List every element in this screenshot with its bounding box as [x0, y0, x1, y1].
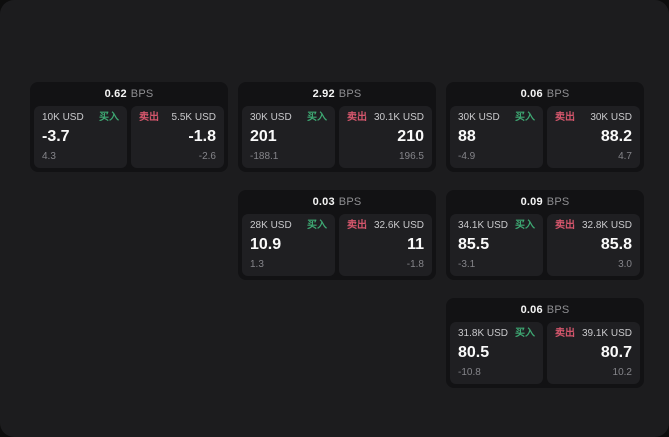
sell-sub-value: -1.8: [406, 259, 424, 270]
sell-side-label: 卖出: [347, 112, 367, 123]
sell-amount: 30K USD: [590, 112, 632, 123]
sell-price: 88.2: [600, 128, 632, 145]
sell-side-label: 卖出: [555, 112, 575, 123]
bps-header: 0.62 BPS: [30, 82, 228, 106]
bps-header: 0.06 BPS: [446, 298, 644, 322]
buy-side-label: 买入: [307, 112, 327, 123]
bps-unit-label: BPS: [130, 88, 154, 100]
sell-side-label: 卖出: [347, 220, 367, 231]
buy-amount: 10K USD: [42, 112, 84, 123]
bps-value: 0.62: [104, 88, 127, 100]
bps-header: 0.06 BPS: [446, 82, 644, 106]
sell-panel[interactable]: 卖出 32.8K USD 85.8 3.0: [547, 214, 640, 276]
bps-unit-label: BPS: [546, 196, 570, 208]
sell-panel[interactable]: 卖出 30.1K USD 210 196.5: [339, 106, 432, 168]
buy-price: 88: [458, 128, 476, 145]
sell-panel[interactable]: 卖出 30K USD 88.2 4.7: [547, 106, 640, 168]
sell-sub-value: 3.0: [618, 259, 632, 270]
buy-panel[interactable]: 30K USD 买入 88 -4.9: [450, 106, 543, 168]
buy-panel[interactable]: 10K USD 买入 -3.7 4.3: [34, 106, 127, 168]
buy-panel[interactable]: 34.1K USD 买入 85.5 -3.1: [450, 214, 543, 276]
quote-card: 0.06 BPS 31.8K USD 买入 80.5 -10.8 卖出 39.1…: [446, 298, 644, 388]
buy-sub-value: -188.1: [250, 151, 279, 162]
quote-card: 0.62 BPS 10K USD 买入 -3.7 4.3 卖出 5.5K USD…: [30, 82, 228, 172]
buy-sub-value: -10.8: [458, 367, 481, 378]
buy-sub-value: 4.3: [42, 151, 56, 162]
bps-value: 2.92: [312, 88, 335, 100]
quote-card: 0.06 BPS 30K USD 买入 88 -4.9 卖出 30K USD 8…: [446, 82, 644, 172]
quote-panels: 10K USD 买入 -3.7 4.3 卖出 5.5K USD -1.8 -2.…: [30, 106, 228, 168]
bps-unit-label: BPS: [546, 304, 570, 316]
buy-price: 201: [250, 128, 277, 145]
sell-side-label: 卖出: [139, 112, 159, 123]
buy-sub-value: -3.1: [458, 259, 476, 270]
quote-card: 0.09 BPS 34.1K USD 买入 85.5 -3.1 卖出 32.8K…: [446, 190, 644, 280]
sell-sub-value: 10.2: [612, 367, 632, 378]
quote-panels: 28K USD 买入 10.9 1.3 卖出 32.6K USD 11 -1.8: [238, 214, 436, 276]
sell-price: -1.8: [188, 128, 216, 145]
sell-side-label: 卖出: [555, 328, 575, 339]
sell-sub-value: 4.7: [618, 151, 632, 162]
buy-amount: 30K USD: [458, 112, 500, 123]
bps-unit-label: BPS: [338, 88, 362, 100]
sell-amount: 5.5K USD: [171, 112, 216, 123]
sell-panel[interactable]: 卖出 5.5K USD -1.8 -2.6: [131, 106, 224, 168]
buy-sub-value: 1.3: [250, 259, 264, 270]
buy-price: 80.5: [458, 344, 490, 361]
sell-sub-value: -2.6: [198, 151, 216, 162]
quote-panels: 30K USD 买入 201 -188.1 卖出 30.1K USD 210 1…: [238, 106, 436, 168]
bps-value: 0.03: [312, 196, 335, 208]
bps-value: 0.06: [520, 88, 543, 100]
sell-price: 80.7: [600, 344, 632, 361]
sell-amount: 32.8K USD: [581, 220, 632, 231]
sell-side-label: 卖出: [555, 220, 575, 231]
quote-card: 0.03 BPS 28K USD 买入 10.9 1.3 卖出 32.6K US…: [238, 190, 436, 280]
sell-price: 11: [407, 236, 424, 253]
sell-amount: 39.1K USD: [581, 328, 632, 339]
sell-sub-value: 196.5: [398, 151, 424, 162]
buy-price: 85.5: [458, 236, 490, 253]
buy-panel[interactable]: 28K USD 买入 10.9 1.3: [242, 214, 335, 276]
sell-amount: 32.6K USD: [373, 220, 424, 231]
quote-panels: 34.1K USD 买入 85.5 -3.1 卖出 32.8K USD 85.8…: [446, 214, 644, 276]
quote-card: 2.92 BPS 30K USD 买入 201 -188.1 卖出 30.1K …: [238, 82, 436, 172]
buy-panel[interactable]: 30K USD 买入 201 -188.1: [242, 106, 335, 168]
sell-panel[interactable]: 卖出 32.6K USD 11 -1.8: [339, 214, 432, 276]
buy-amount: 34.1K USD: [458, 220, 509, 231]
sell-amount: 30.1K USD: [373, 112, 424, 123]
bps-value: 0.09: [520, 196, 543, 208]
bps-value: 0.06: [520, 304, 543, 316]
buy-side-label: 买入: [99, 112, 119, 123]
quote-panels: 30K USD 买入 88 -4.9 卖出 30K USD 88.2 4.7: [446, 106, 644, 168]
buy-amount: 30K USD: [250, 112, 292, 123]
buy-amount: 28K USD: [250, 220, 292, 231]
buy-amount: 31.8K USD: [458, 328, 509, 339]
sell-panel[interactable]: 卖出 39.1K USD 80.7 10.2: [547, 322, 640, 384]
buy-side-label: 买入: [515, 112, 535, 123]
buy-side-label: 买入: [307, 220, 327, 231]
bps-unit-label: BPS: [546, 88, 570, 100]
buy-side-label: 买入: [515, 220, 535, 231]
buy-sub-value: -4.9: [458, 151, 476, 162]
bps-header: 0.09 BPS: [446, 190, 644, 214]
buy-side-label: 买入: [515, 328, 535, 339]
buy-panel[interactable]: 31.8K USD 买入 80.5 -10.8: [450, 322, 543, 384]
sell-price: 210: [397, 128, 424, 145]
quote-panels: 31.8K USD 买入 80.5 -10.8 卖出 39.1K USD 80.…: [446, 322, 644, 384]
bps-unit-label: BPS: [338, 196, 362, 208]
sell-price: 85.8: [600, 236, 632, 253]
bps-header: 2.92 BPS: [238, 82, 436, 106]
buy-price: -3.7: [42, 128, 70, 145]
buy-price: 10.9: [250, 236, 282, 253]
bps-header: 0.03 BPS: [238, 190, 436, 214]
